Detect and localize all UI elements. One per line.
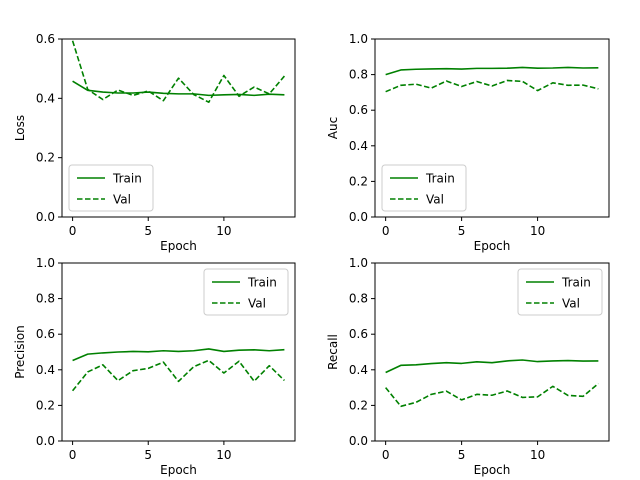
- precision-y-tick-label: 1.0: [36, 256, 55, 270]
- recall-x-tick-label: 5: [458, 448, 466, 462]
- loss-y-tick-label: 0.0: [36, 210, 55, 224]
- loss-x-tick-label: 0: [69, 224, 77, 238]
- loss-legend-label-train: Train: [112, 172, 142, 186]
- auc-y-tick-label: 0.4: [349, 139, 368, 153]
- auc-y-axis-label: Auc: [326, 117, 340, 139]
- loss-train-line: [72, 80, 285, 97]
- auc-train-line: [385, 66, 599, 76]
- loss-axes-frame: [61, 38, 296, 218]
- auc-x-tick-label: 5: [458, 224, 466, 238]
- auc-y-tick-label: 0.0: [349, 210, 368, 224]
- precision-y-axis-label: Precision: [13, 325, 27, 379]
- precision-legend: Train Val: [203, 268, 289, 316]
- recall-y-tick-label: 0.2: [349, 398, 368, 412]
- recall-y-tick-label: 1.0: [349, 256, 368, 270]
- precision-legend-label-train: Train: [247, 276, 277, 290]
- recall-y-tick-label: 0.4: [349, 363, 368, 377]
- recall-x-axis-label: Epoch: [474, 463, 511, 477]
- loss-y-tick-label: 0.2: [36, 151, 55, 165]
- precision-x-tick-label: 5: [144, 448, 152, 462]
- auc-x-axis-label: Epoch: [474, 239, 511, 253]
- auc-y-tick-label: 0.8: [349, 68, 368, 82]
- loss-chart: 0 5 10 0.0 0.2 0.4 0.6 Epoch Loss Train Val: [13, 32, 296, 253]
- auc-legend-label-train: Train: [425, 172, 455, 186]
- recall-y-tick-label: 0.0: [349, 434, 368, 448]
- precision-chart: 0 5 10 0.0 0.2 0.4 0.6 0.8 1.0 Epoch Precision Trai…: [13, 256, 296, 477]
- precision-y-tick-label: 0.8: [36, 292, 55, 306]
- precision-y-tick-label: 0.4: [36, 363, 55, 377]
- recall-y-axis-label: Recall: [326, 334, 340, 370]
- recall-chart: 0 5 10 0.0 0.2 0.4 0.6 0.8 1.0 Epoch Recall Train Va…: [326, 256, 610, 477]
- auc-y-tick-label: 0.2: [349, 174, 368, 188]
- auc-x-tick-label: 10: [530, 224, 545, 238]
- auc-legend-label-val: Val: [426, 193, 444, 207]
- loss-x-tick-label: 5: [144, 224, 152, 238]
- precision-val-line: [71, 359, 285, 392]
- recall-y-tick-label: 0.8: [349, 292, 368, 306]
- precision-train-line: [72, 348, 285, 362]
- precision-y-tick-label: 0.6: [36, 327, 55, 341]
- precision-axes-frame: [61, 262, 296, 442]
- recall-train-line: [385, 359, 599, 374]
- recall-val-line: [385, 382, 599, 408]
- loss-y-tick-label: 0.6: [36, 32, 55, 46]
- auc-val-line: [385, 79, 599, 93]
- precision-x-axis-label: Epoch: [160, 463, 197, 477]
- recall-x-tick-label: 10: [530, 448, 545, 462]
- precision-y-tick-label: 0.0: [36, 434, 55, 448]
- auc-x-tick-label: 0: [382, 224, 390, 238]
- auc-axes-frame: [374, 38, 610, 218]
- loss-y-tick-label: 0.4: [36, 91, 55, 105]
- auc-y-tick-label: 1.0: [349, 32, 368, 46]
- recall-y-tick-label: 0.6: [349, 327, 368, 341]
- recall-legend-label-train: Train: [561, 276, 591, 290]
- precision-y-tick-label: 0.2: [36, 398, 55, 412]
- loss-legend-label-val: Val: [113, 193, 131, 207]
- loss-val-line: [71, 40, 286, 103]
- precision-legend-label-val: Val: [248, 297, 266, 311]
- loss-x-tick-label: 10: [216, 224, 231, 238]
- precision-x-tick-label: 0: [69, 448, 77, 462]
- precision-x-tick-label: 10: [216, 448, 231, 462]
- auc-legend: Train Val: [381, 164, 467, 212]
- recall-legend: Train Val: [517, 268, 603, 316]
- recall-axes-frame: [374, 262, 610, 442]
- auc-y-tick-label: 0.6: [349, 103, 368, 117]
- loss-x-axis-label: Epoch: [160, 239, 197, 253]
- recall-x-tick-label: 0: [382, 448, 390, 462]
- loss-y-axis-label: Loss: [13, 115, 27, 141]
- loss-legend: Train Val: [68, 164, 154, 212]
- auc-chart: 0 5 10 0.0 0.2 0.4 0.6 0.8 1.0 Epoch Auc Train Val: [326, 32, 610, 253]
- recall-legend-label-val: Val: [562, 297, 580, 311]
